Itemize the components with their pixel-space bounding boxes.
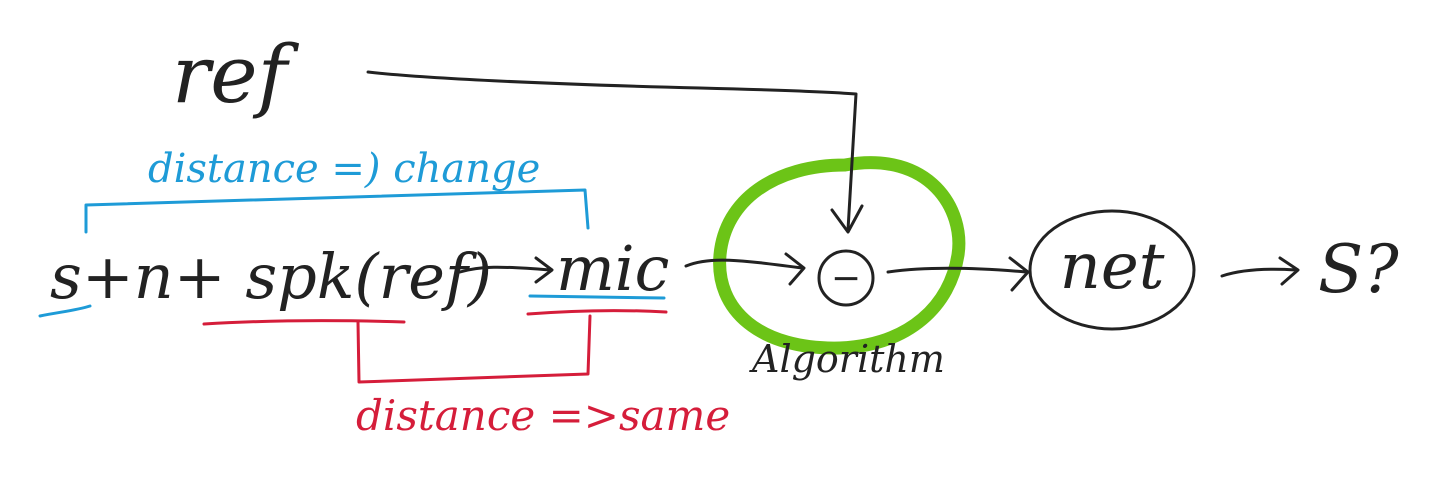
output-label: S?	[1318, 231, 1399, 308]
distance-same-bracket	[356, 314, 592, 384]
algorithm-highlight-ring	[713, 156, 966, 355]
arrow-subtract-to-net	[886, 256, 1030, 292]
arrow-mixture-to-mic	[458, 256, 554, 284]
distance-same-label: distance =>same	[356, 391, 730, 440]
mixture-label: s+n+ spk(ref)	[50, 240, 492, 313]
ref-feed-line	[366, 70, 858, 232]
ref-feed-arrowhead	[830, 204, 864, 234]
mic-label: mic	[556, 232, 669, 305]
mic-underline-red	[526, 309, 668, 316]
arrow-net-to-output	[1220, 256, 1300, 286]
mic-underline-blue	[528, 294, 666, 300]
ref-label: ref	[172, 28, 300, 121]
distance-change-bracket	[84, 188, 590, 234]
subtract-symbol: −	[831, 258, 861, 299]
spk-underline-red	[202, 319, 406, 326]
distance-change-label: distance =) change	[148, 146, 540, 192]
net-label: net	[1060, 230, 1165, 304]
net-node	[1028, 209, 1196, 331]
algorithm-label: Algorithm	[749, 337, 945, 381]
arrow-mic-to-subtract	[684, 252, 806, 286]
s-underline	[38, 304, 92, 318]
subtract-node	[817, 249, 875, 307]
